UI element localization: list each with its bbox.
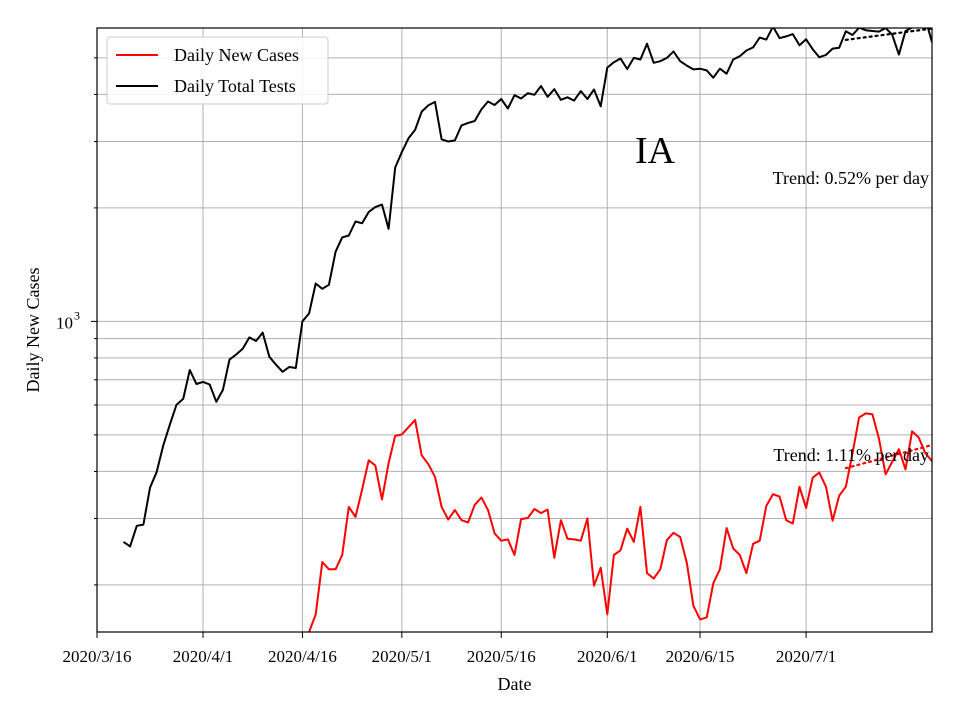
x-tick-label: 2020/6/1 bbox=[577, 647, 637, 666]
x-tick-label: 2020/5/16 bbox=[467, 647, 536, 666]
x-tick-label: 2020/6/15 bbox=[666, 647, 735, 666]
x-tick-label: 2020/7/1 bbox=[776, 647, 836, 666]
x-tick-label: 2020/3/16 bbox=[63, 647, 132, 666]
plot-frame bbox=[96, 27, 933, 633]
trend-label-tests: Trend: 0.52% per day bbox=[773, 168, 929, 188]
x-tick-label: 2020/4/1 bbox=[173, 647, 233, 666]
series-line-daily-new-cases bbox=[308, 412, 932, 632]
trend-label-cases: Trend: 1.11% per day bbox=[773, 445, 929, 465]
legend: Daily New Cases Daily Total Tests bbox=[106, 36, 329, 105]
trend-line-tests bbox=[844, 28, 932, 41]
axis-ticks: 2020/3/16 2020/4/1 2020/4/16 2020/5/1 2020/5… bbox=[56, 57, 836, 666]
state-label: IA bbox=[635, 130, 676, 172]
legend-box bbox=[106, 36, 329, 105]
legend-label-tests: Daily Total Tests bbox=[174, 76, 296, 96]
legend-label-cases: Daily New Cases bbox=[174, 45, 299, 65]
y-axis-label: Daily New Cases bbox=[23, 268, 43, 393]
series-line-daily-total-tests bbox=[122, 28, 932, 548]
x-tick-label: 2020/5/1 bbox=[372, 647, 432, 666]
plot-series bbox=[122, 28, 932, 632]
x-axis-label: Date bbox=[498, 674, 532, 694]
trend-line-cases bbox=[844, 443, 932, 470]
y-tick-label-exponent: 3 bbox=[74, 308, 80, 322]
x-tick-label: 2020/4/16 bbox=[268, 647, 337, 666]
grid-lines bbox=[96, 28, 932, 632]
y-tick-label: 10 bbox=[56, 313, 73, 332]
